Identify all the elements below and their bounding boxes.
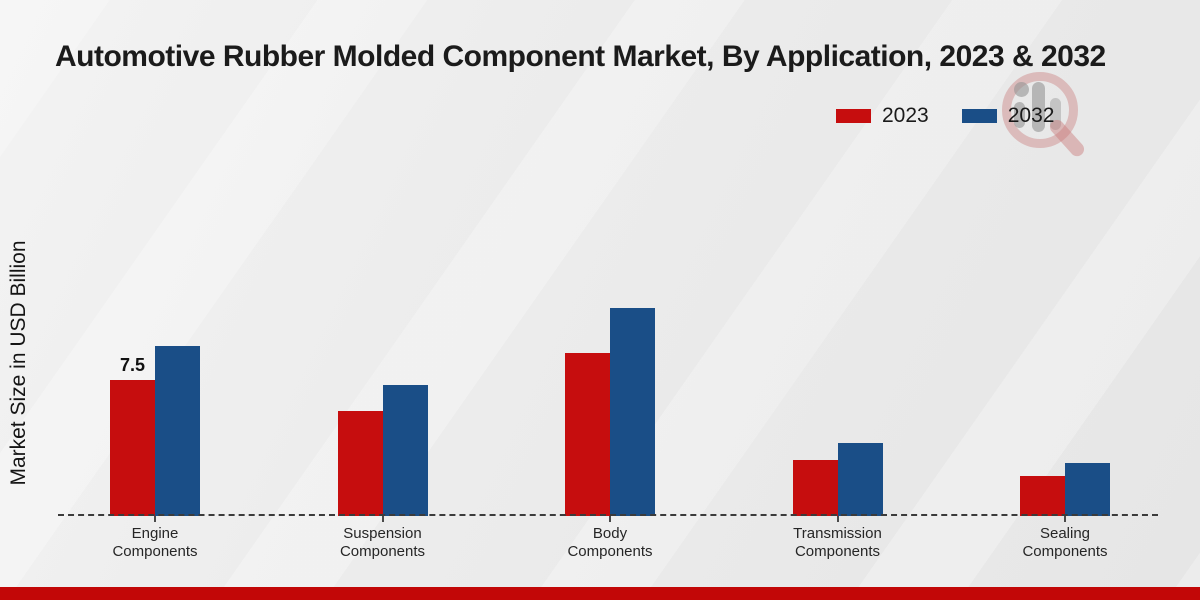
legend: 2023 2032	[836, 104, 1054, 128]
bar-2023-body-components[interactable]	[565, 353, 610, 516]
logo-bar-left	[1014, 102, 1025, 128]
footer-accent-bar	[0, 587, 1200, 600]
category-label-transmission-components: Transmission Components	[793, 525, 882, 560]
market-research-logo-icon	[998, 64, 1118, 164]
x-axis-baseline	[58, 514, 1158, 516]
bar-2032-transmission-components[interactable]	[837, 443, 883, 516]
data-label-2023-engine-components: 7.5	[119, 355, 146, 375]
x-axis-tick	[836, 516, 839, 522]
bar-2032-sealing-components[interactable]	[1065, 463, 1110, 516]
legend-swatch-2032[interactable]	[961, 109, 997, 123]
x-axis-tick	[1064, 516, 1066, 522]
bar-2023-engine-components[interactable]	[110, 380, 155, 516]
legend-swatch-2023[interactable]	[836, 109, 871, 123]
logo-ring	[1002, 72, 1078, 148]
category-label-suspension-components: Suspension Components	[339, 525, 426, 560]
x-axis-tick	[154, 516, 156, 522]
legend-label-2023[interactable]: 2023	[882, 104, 929, 127]
bar-2023-sealing-components[interactable]	[1020, 476, 1065, 516]
x-axis-tick	[381, 516, 384, 522]
x-axis-tick	[609, 516, 611, 522]
category-label-engine-components: Engine Components	[112, 525, 198, 560]
bar-2032-body-components[interactable]	[610, 308, 655, 516]
category-label-body-components: Body Components	[567, 525, 653, 560]
logo-bar-center	[1032, 82, 1045, 132]
logo-person-head	[1014, 82, 1029, 97]
bar-2032-engine-components[interactable]	[155, 346, 200, 516]
legend-label-2032[interactable]: 2032	[1007, 104, 1055, 127]
bar-2023-suspension-components[interactable]	[337, 411, 383, 516]
category-label-sealing-components: Sealing Components	[1022, 525, 1108, 560]
chart-title: Automotive Rubber Molded Component Marke…	[55, 40, 1106, 73]
bar-2023-transmission-components[interactable]	[792, 460, 838, 516]
logo-bar-right	[1050, 98, 1061, 130]
bar-2032-suspension-components[interactable]	[382, 385, 428, 516]
